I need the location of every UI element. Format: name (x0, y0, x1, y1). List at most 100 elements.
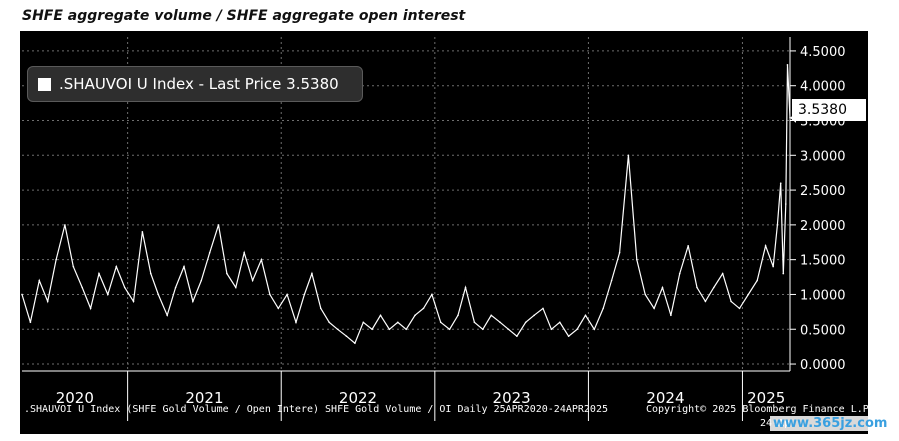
y-tick-label: 2.5000 (800, 184, 846, 199)
series-point (269, 293, 271, 296)
series-point (123, 286, 126, 289)
series-point (618, 251, 621, 254)
series-point (576, 328, 578, 331)
series-point (584, 314, 587, 317)
series-point (345, 335, 348, 338)
series-point (567, 335, 570, 338)
series-point (132, 300, 135, 303)
series-point (464, 286, 467, 289)
series-point (653, 307, 655, 310)
y-tick-label: 3.0000 (800, 149, 846, 164)
series-point (64, 224, 66, 226)
series-point (687, 244, 689, 247)
legend-label: .SHAUVOI U Index - Last Price 3.5380 (59, 75, 339, 93)
series-line (21, 64, 791, 345)
series-point (303, 293, 306, 296)
series-point (713, 286, 715, 289)
series-point (610, 279, 613, 282)
series-point (192, 300, 194, 303)
series-point (439, 321, 442, 324)
series-point (115, 265, 118, 268)
series-point (29, 321, 32, 324)
series-point (457, 314, 459, 317)
series-point (311, 272, 313, 275)
series-point (507, 328, 510, 331)
series-point (328, 321, 331, 324)
series-point (55, 258, 57, 261)
x-tick-label: 2020 (56, 389, 94, 407)
series-point (414, 314, 416, 317)
series-point (174, 286, 177, 289)
x-tick-label: 2021 (185, 389, 223, 407)
series-point (362, 321, 365, 324)
series-point (98, 272, 100, 275)
series-point (448, 328, 451, 331)
series-point (776, 224, 779, 226)
series-point (473, 321, 476, 324)
series-point (208, 251, 211, 254)
series-point (602, 307, 604, 310)
chart-title: SHFE aggregate volume / SHFE aggregate o… (22, 8, 466, 24)
series-point (782, 272, 785, 275)
series-point (627, 154, 630, 157)
series-point (243, 251, 245, 254)
legend-swatch (38, 77, 51, 91)
x-tick-label: 2022 (339, 389, 377, 407)
series-point (251, 279, 254, 282)
series-point (559, 321, 561, 324)
x-tick-label: 2024 (646, 389, 684, 407)
series-point (166, 314, 168, 317)
series-point (286, 293, 288, 296)
series-point (738, 307, 741, 310)
series-point (260, 258, 263, 261)
series-point (21, 293, 23, 296)
y-tick-label: 4.0000 (800, 80, 846, 95)
series-point (747, 293, 750, 296)
series-point (644, 293, 647, 296)
series-point (704, 300, 707, 303)
series-point (772, 265, 774, 268)
series-point (396, 321, 399, 324)
series-point (319, 307, 322, 310)
series-point (217, 224, 220, 226)
y-tick-label: 0.0000 (800, 358, 846, 373)
footer-copyright: Copyright© 2025 Bloomberg Finance L.P. (646, 404, 875, 415)
y-tick-label: 1.5000 (800, 254, 846, 269)
footer-source-text: .SHAUVOI U Index (SHFE Gold Volume / Ope… (24, 404, 608, 415)
series-point (524, 321, 527, 324)
series-point (516, 335, 518, 338)
y-tick-label: 2.0000 (800, 219, 846, 234)
series-point (696, 286, 698, 289)
series-point (89, 307, 92, 310)
last-price-badge: 3.5380 (792, 99, 866, 121)
series-point (38, 279, 41, 282)
series-point (533, 314, 535, 317)
series-point (422, 307, 425, 310)
series-point (379, 314, 382, 317)
series-point (234, 286, 237, 289)
series-point (670, 314, 672, 317)
series-point (499, 321, 501, 324)
chart-svg: 0.0000 0.5000 1.0000 1.5000 2.0000 2.5000 3.00… (21, 37, 846, 421)
series-point (542, 307, 544, 310)
series-point (636, 258, 638, 261)
series-point (81, 286, 83, 289)
series-point (72, 265, 75, 268)
series-point (141, 231, 144, 233)
series-point (354, 342, 356, 344)
series-point (107, 293, 109, 296)
chart-legend: .SHAUVOI U Index - Last Price 3.5380 (27, 66, 363, 102)
series-point (46, 300, 49, 303)
series-point (183, 265, 185, 268)
series-point (149, 272, 152, 275)
series-point (593, 328, 596, 331)
watermark-text: www.365jz.com (770, 416, 891, 431)
series-point (388, 328, 391, 331)
series-point (550, 328, 553, 331)
series-point (779, 182, 782, 184)
series-point (786, 64, 789, 66)
series-point (764, 244, 767, 247)
x-tick-label: 2025 (747, 389, 785, 407)
series-point (721, 272, 724, 275)
series-point (371, 328, 373, 331)
